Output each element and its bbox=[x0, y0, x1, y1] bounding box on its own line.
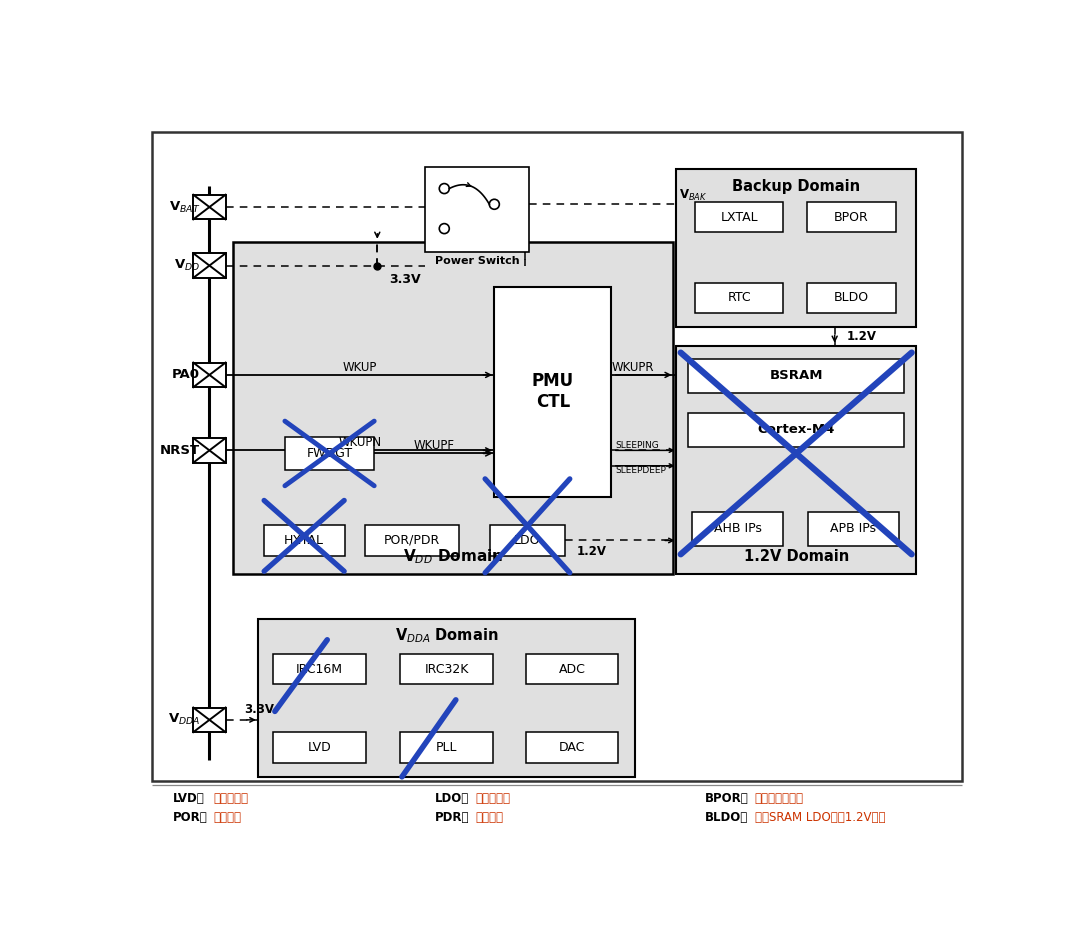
Text: 1.2V: 1.2V bbox=[846, 330, 876, 344]
Text: WKUPR: WKUPR bbox=[612, 361, 654, 374]
Text: NRST: NRST bbox=[160, 444, 200, 456]
Bar bbox=[808, 283, 896, 313]
Text: 上电复低: 上电复低 bbox=[213, 811, 241, 824]
Bar bbox=[676, 169, 916, 327]
Text: Cortex-M4: Cortex-M4 bbox=[758, 423, 835, 437]
Bar bbox=[695, 201, 784, 233]
Text: 1.2V: 1.2V bbox=[577, 545, 608, 558]
Bar bbox=[193, 438, 226, 463]
Circle shape bbox=[439, 224, 449, 233]
Bar bbox=[400, 654, 492, 684]
Text: Backup Domain: Backup Domain bbox=[733, 178, 860, 194]
Text: V$_{BAK}$: V$_{BAK}$ bbox=[679, 188, 708, 202]
Text: 低压检测器: 低压检测器 bbox=[213, 791, 248, 805]
Bar bbox=[688, 359, 904, 393]
Text: 3.3V: 3.3V bbox=[389, 273, 421, 286]
Text: PDR：: PDR： bbox=[435, 811, 470, 824]
Bar bbox=[688, 413, 904, 447]
Text: IRC16M: IRC16M bbox=[296, 662, 343, 676]
Bar bbox=[152, 132, 962, 781]
Text: Power Switch: Power Switch bbox=[435, 256, 520, 266]
Text: DAC: DAC bbox=[559, 741, 585, 754]
Text: 电压调节器: 电压调节器 bbox=[475, 791, 510, 805]
Bar bbox=[273, 654, 365, 684]
Bar bbox=[193, 708, 226, 733]
Text: RTC: RTC bbox=[727, 291, 751, 305]
Text: BPOR：: BPOR： bbox=[704, 791, 748, 805]
Text: BLDO: BLDO bbox=[834, 291, 870, 305]
Bar bbox=[808, 201, 896, 233]
Text: V$_{DDA}$ Domain: V$_{DDA}$ Domain bbox=[395, 626, 498, 645]
Bar bbox=[258, 619, 635, 777]
Text: AHB IPs: AHB IPs bbox=[714, 522, 762, 535]
Text: WKUPN: WKUPN bbox=[338, 437, 382, 449]
Text: FWDGT: FWDGT bbox=[307, 447, 352, 460]
Text: 备份域上电复低: 备份域上电复低 bbox=[754, 791, 803, 805]
Bar bbox=[400, 733, 492, 763]
Bar bbox=[193, 363, 226, 387]
Bar bbox=[692, 512, 783, 546]
Text: ADC: ADC bbox=[559, 662, 586, 676]
Text: SLEEPING: SLEEPING bbox=[615, 441, 659, 450]
Text: WKUPF: WKUPF bbox=[413, 439, 454, 453]
Bar bbox=[526, 733, 619, 763]
Text: 推电复低: 推电复低 bbox=[475, 811, 503, 824]
Bar bbox=[193, 195, 226, 219]
Text: LVD：: LVD： bbox=[173, 791, 205, 805]
Text: V$_{BAT}$: V$_{BAT}$ bbox=[168, 199, 200, 214]
Text: V$_{DD}$: V$_{DD}$ bbox=[174, 258, 200, 273]
Text: V$_{DDA}$: V$_{DDA}$ bbox=[167, 713, 200, 728]
Text: PMU
CTL: PMU CTL bbox=[532, 372, 574, 411]
Text: SLEEPDEEP: SLEEPDEEP bbox=[615, 466, 666, 474]
Text: LDO：: LDO： bbox=[435, 791, 470, 805]
Bar bbox=[425, 167, 529, 251]
Text: BLDO：: BLDO： bbox=[704, 811, 748, 824]
Text: 1.2V Domain: 1.2V Domain bbox=[744, 549, 849, 564]
Bar bbox=[808, 512, 899, 546]
Text: BSRAM: BSRAM bbox=[770, 369, 823, 382]
Bar bbox=[285, 437, 374, 470]
Bar bbox=[264, 525, 345, 556]
Text: IRC32K: IRC32K bbox=[424, 662, 468, 676]
Circle shape bbox=[489, 199, 499, 210]
Bar bbox=[526, 654, 619, 684]
Bar bbox=[233, 243, 673, 573]
Text: APB IPs: APB IPs bbox=[830, 522, 876, 535]
Text: 备份SRAM LDO输出1.2V电压: 备份SRAM LDO输出1.2V电压 bbox=[754, 811, 885, 824]
Text: LVD: LVD bbox=[308, 741, 332, 754]
Bar bbox=[495, 288, 611, 496]
Bar bbox=[273, 733, 365, 763]
Text: LDO: LDO bbox=[514, 534, 540, 547]
Text: BPOR: BPOR bbox=[834, 211, 869, 224]
Bar bbox=[365, 525, 459, 556]
Text: V$_{DD}$ Domain: V$_{DD}$ Domain bbox=[402, 548, 503, 566]
Text: LXTAL: LXTAL bbox=[721, 211, 758, 224]
Text: WKUP: WKUP bbox=[342, 361, 377, 374]
Text: 3.3V: 3.3V bbox=[245, 702, 274, 716]
Bar bbox=[676, 346, 916, 573]
Bar bbox=[490, 525, 565, 556]
Bar bbox=[193, 253, 226, 278]
Text: HXTAL: HXTAL bbox=[284, 534, 324, 547]
Text: POR/PDR: POR/PDR bbox=[384, 534, 440, 547]
Circle shape bbox=[439, 183, 449, 194]
Bar bbox=[695, 283, 784, 313]
Text: PA0: PA0 bbox=[172, 368, 200, 381]
Text: POR：: POR： bbox=[173, 811, 208, 824]
Text: PLL: PLL bbox=[436, 741, 458, 754]
